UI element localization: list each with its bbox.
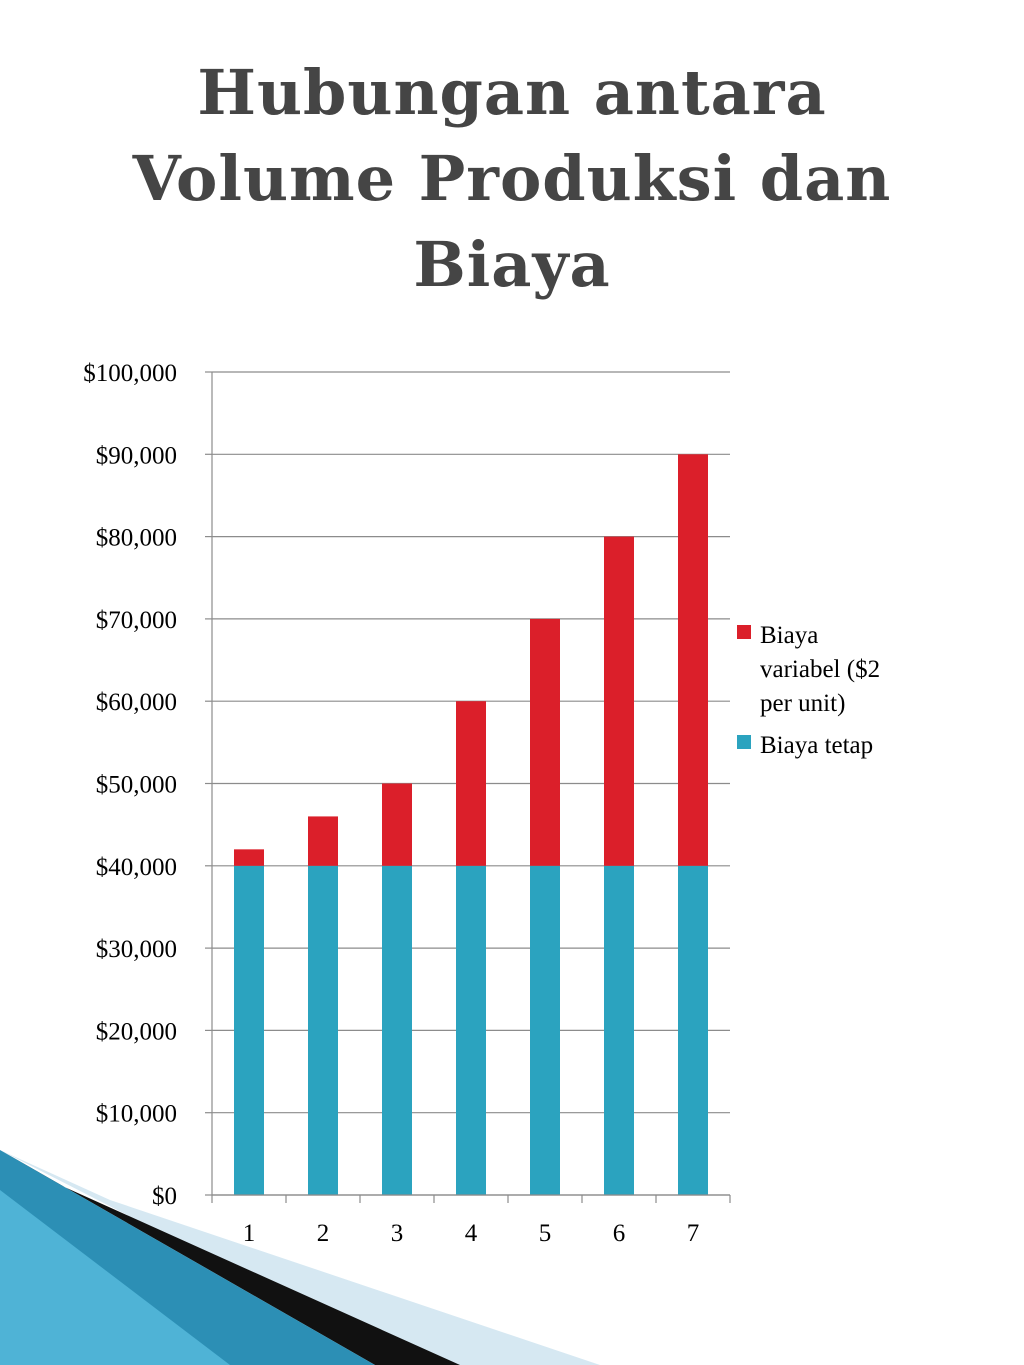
x-tick-label: 1 xyxy=(243,1220,256,1247)
y-tick-label: $30,000 xyxy=(96,936,177,963)
y-tick-label: $40,000 xyxy=(96,854,177,881)
bar-variable-1 xyxy=(234,849,264,866)
bar-variable-2 xyxy=(308,816,338,866)
bar-variable-7 xyxy=(678,454,708,866)
slide-title: Hubungan antara Volume Produksi dan Biay… xyxy=(0,50,1024,308)
legend-label: per unit) xyxy=(760,690,845,717)
y-tick-label: $20,000 xyxy=(96,1018,177,1045)
x-tick-label: 3 xyxy=(391,1220,404,1247)
bar-fixed-3 xyxy=(382,865,412,1195)
x-axis-tick-labels: 1 2 3 4 5 6 7 xyxy=(243,1220,700,1247)
legend-label: variabel ($2 xyxy=(760,656,880,683)
legend-label: Biaya tetap xyxy=(760,732,873,759)
y-tick-label: $90,000 xyxy=(96,442,177,469)
y-tick-label: $60,000 xyxy=(96,689,177,716)
x-tick-label: 7 xyxy=(687,1220,700,1247)
y-tick-label: $0 xyxy=(152,1183,177,1210)
axes xyxy=(211,372,731,1203)
bars xyxy=(234,454,708,1195)
legend-swatch-1 xyxy=(737,735,751,749)
title-line-2: Volume Produksi dan xyxy=(132,142,892,215)
bar-fixed-5 xyxy=(530,865,560,1195)
title-line-1: Hubungan antara xyxy=(197,56,827,129)
y-tick-label: $10,000 xyxy=(96,1101,177,1128)
bar-fixed-2 xyxy=(308,865,338,1195)
bar-variable-6 xyxy=(604,536,634,866)
bar-variable-3 xyxy=(382,783,412,866)
y-axis-tick-labels: $0 $10,000 $20,000 $30,000 $40,000 $50,000 $60… xyxy=(83,360,177,1210)
y-tick-label: $50,000 xyxy=(96,772,177,799)
y-tick-label: $100,000 xyxy=(83,360,177,387)
x-tick-label: 4 xyxy=(465,1220,478,1247)
y-tick-label: $70,000 xyxy=(96,607,177,634)
bar-fixed-4 xyxy=(456,865,486,1195)
x-tick-label: 2 xyxy=(317,1220,330,1247)
y-tick-label: $80,000 xyxy=(96,525,177,552)
x-tick-label: 6 xyxy=(613,1220,626,1247)
bar-fixed-7 xyxy=(678,865,708,1195)
legend: Biaya variabel ($2 per unit) Biaya tetap xyxy=(737,622,880,759)
bar-fixed-6 xyxy=(604,865,634,1195)
bar-variable-5 xyxy=(530,618,560,866)
x-tick-label: 5 xyxy=(539,1220,552,1247)
legend-swatch-0 xyxy=(737,625,751,639)
bar-variable-4 xyxy=(456,701,486,866)
corner-stripe-highlight xyxy=(0,1190,230,1365)
bar-fixed-1 xyxy=(234,865,264,1195)
legend-label: Biaya xyxy=(760,622,818,649)
title-line-3: Biaya xyxy=(413,228,611,301)
